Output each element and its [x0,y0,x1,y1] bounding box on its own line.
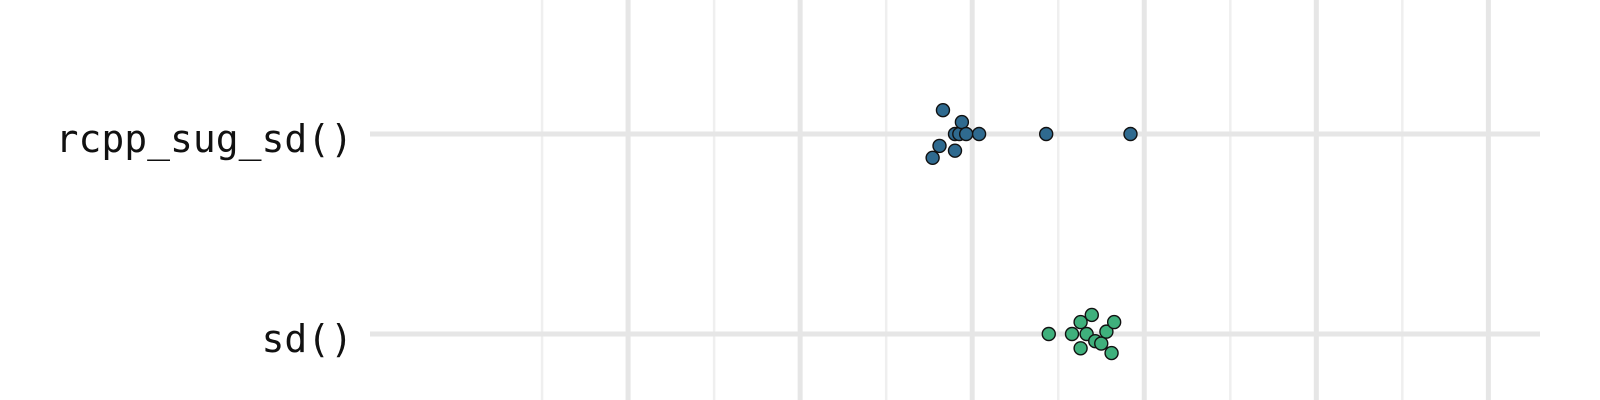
point-sd [1094,336,1109,351]
point-rcpp-sug-sd [932,138,947,154]
point-rcpp-sug-sd [958,126,974,142]
points-layer [925,102,1138,361]
point-sd [1041,326,1056,342]
point-sd [1084,307,1099,323]
point-sd [1064,326,1080,342]
y-tick-label-rcpp-sug-sd: rcpp_sug_sd() [56,117,353,162]
point-rcpp-sug-sd [954,114,970,130]
point-rcpp-sug-sd [1038,126,1054,142]
point-sd [1073,314,1088,330]
point-rcpp-sug-sd [971,126,987,142]
point-sd [1104,345,1119,361]
point-sd [1099,324,1114,339]
point-sd [1106,314,1122,330]
category-labels: rcpp_sug_sd() sd() [56,117,353,361]
point-rcpp-sug-sd [925,150,940,166]
grid-layer [370,0,1540,400]
point-rcpp-sug-sd [935,102,951,118]
y-tick-label-sd: sd() [261,317,353,361]
point-rcpp-sug-sd [947,143,963,158]
point-rcpp-sug-sd [1123,126,1138,142]
point-sd [1073,341,1088,356]
